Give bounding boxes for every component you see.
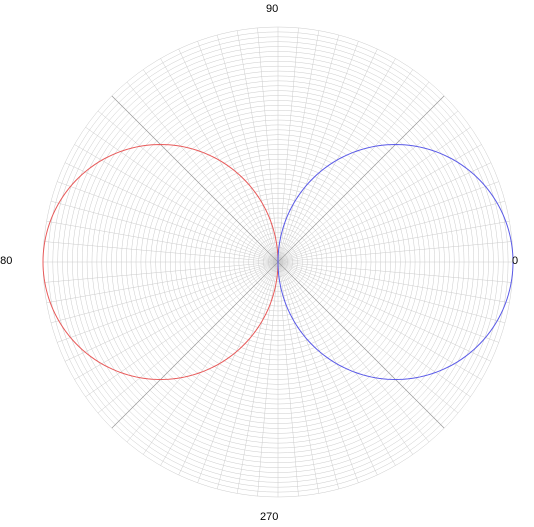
axis-label-0: 0 bbox=[512, 255, 518, 267]
axis-label-180: 180 bbox=[0, 255, 12, 267]
axis-label-90: 90 bbox=[266, 3, 278, 15]
polar-chart: 0 90 180 270 bbox=[0, 0, 534, 527]
polar-plot-svg bbox=[0, 0, 534, 527]
axis-label-270: 270 bbox=[260, 511, 278, 523]
